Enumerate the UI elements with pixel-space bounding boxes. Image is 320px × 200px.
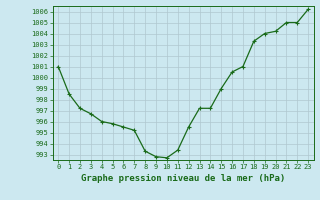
X-axis label: Graphe pression niveau de la mer (hPa): Graphe pression niveau de la mer (hPa) — [81, 174, 285, 183]
